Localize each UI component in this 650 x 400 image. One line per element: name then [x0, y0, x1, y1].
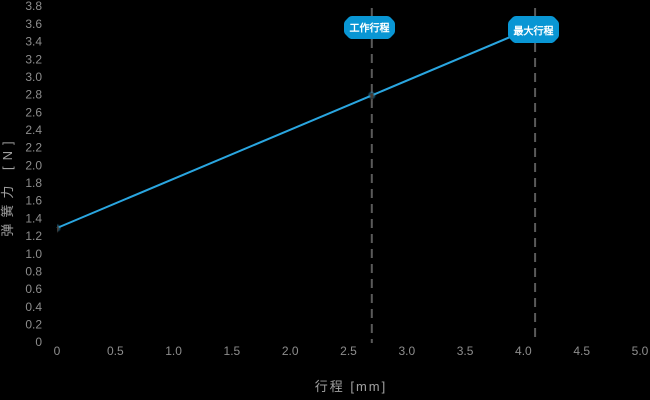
svg-text:3.2: 3.2	[25, 52, 42, 66]
svg-text:0: 0	[35, 335, 42, 349]
svg-text:4.5: 4.5	[573, 344, 590, 358]
svg-text:3.4: 3.4	[25, 35, 42, 49]
svg-text:最大行程: 最大行程	[514, 25, 554, 38]
svg-text:1.5: 1.5	[224, 344, 241, 358]
svg-text:工作行程: 工作行程	[350, 22, 390, 35]
svg-text:0.6: 0.6	[25, 282, 42, 296]
svg-text:3.0: 3.0	[398, 344, 415, 358]
svg-text:4.0: 4.0	[515, 344, 532, 358]
svg-text:0.8: 0.8	[25, 264, 42, 278]
svg-text:5.0: 5.0	[632, 344, 649, 358]
svg-text:1.0: 1.0	[25, 247, 42, 261]
svg-text:3.5: 3.5	[457, 344, 474, 358]
svg-text:3.6: 3.6	[25, 17, 42, 31]
svg-text:2.0: 2.0	[282, 344, 299, 358]
svg-text:1.8: 1.8	[25, 176, 42, 190]
svg-text:3.0: 3.0	[25, 70, 42, 84]
svg-text:弹簧力 [N]: 弹簧力 [N]	[0, 135, 15, 236]
svg-text:2.2: 2.2	[25, 141, 42, 155]
svg-text:1.0: 1.0	[165, 344, 182, 358]
svg-text:2.4: 2.4	[25, 123, 42, 137]
svg-text:2.6: 2.6	[25, 105, 42, 119]
svg-text:1.4: 1.4	[25, 211, 42, 225]
svg-text:2.5: 2.5	[340, 344, 357, 358]
svg-text:1.2: 1.2	[25, 229, 42, 243]
svg-text:0.2: 0.2	[25, 317, 42, 331]
svg-text:1.6: 1.6	[25, 194, 42, 208]
svg-text:0: 0	[54, 344, 61, 358]
svg-text:0.5: 0.5	[107, 344, 124, 358]
svg-text:行程 [mm]: 行程 [mm]	[315, 379, 388, 394]
svg-text:2.0: 2.0	[25, 158, 42, 172]
svg-text:2.8: 2.8	[25, 88, 42, 102]
svg-text:0.4: 0.4	[25, 300, 42, 314]
svg-text:3.8: 3.8	[25, 0, 42, 13]
